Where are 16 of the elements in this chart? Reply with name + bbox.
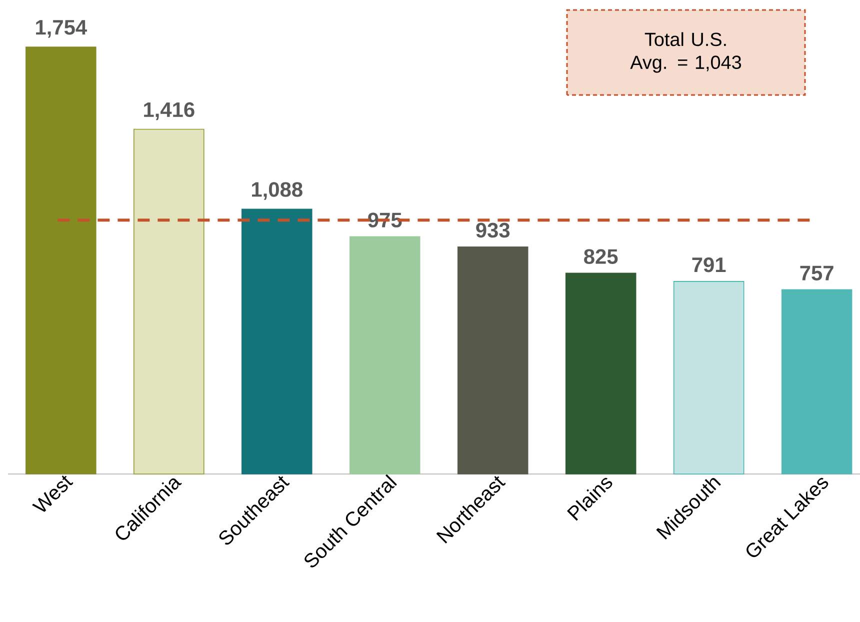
bar	[26, 46, 96, 474]
bar	[349, 236, 420, 474]
data-label: 933	[476, 222, 510, 238]
data-label: 1,088	[252, 182, 302, 200]
data-label: 791	[692, 257, 726, 272]
data-label: 1,416	[144, 102, 194, 120]
bar	[673, 281, 744, 474]
data-label: 825	[584, 249, 618, 264]
data-label: 757	[800, 266, 834, 280]
bar	[565, 272, 636, 474]
bar	[781, 289, 852, 474]
bar	[242, 208, 312, 474]
bar	[457, 246, 528, 474]
data-label: 1,754	[36, 20, 87, 38]
annotation: Total U.S. Avg. = 1,043	[630, 32, 742, 73]
bar	[134, 128, 204, 474]
